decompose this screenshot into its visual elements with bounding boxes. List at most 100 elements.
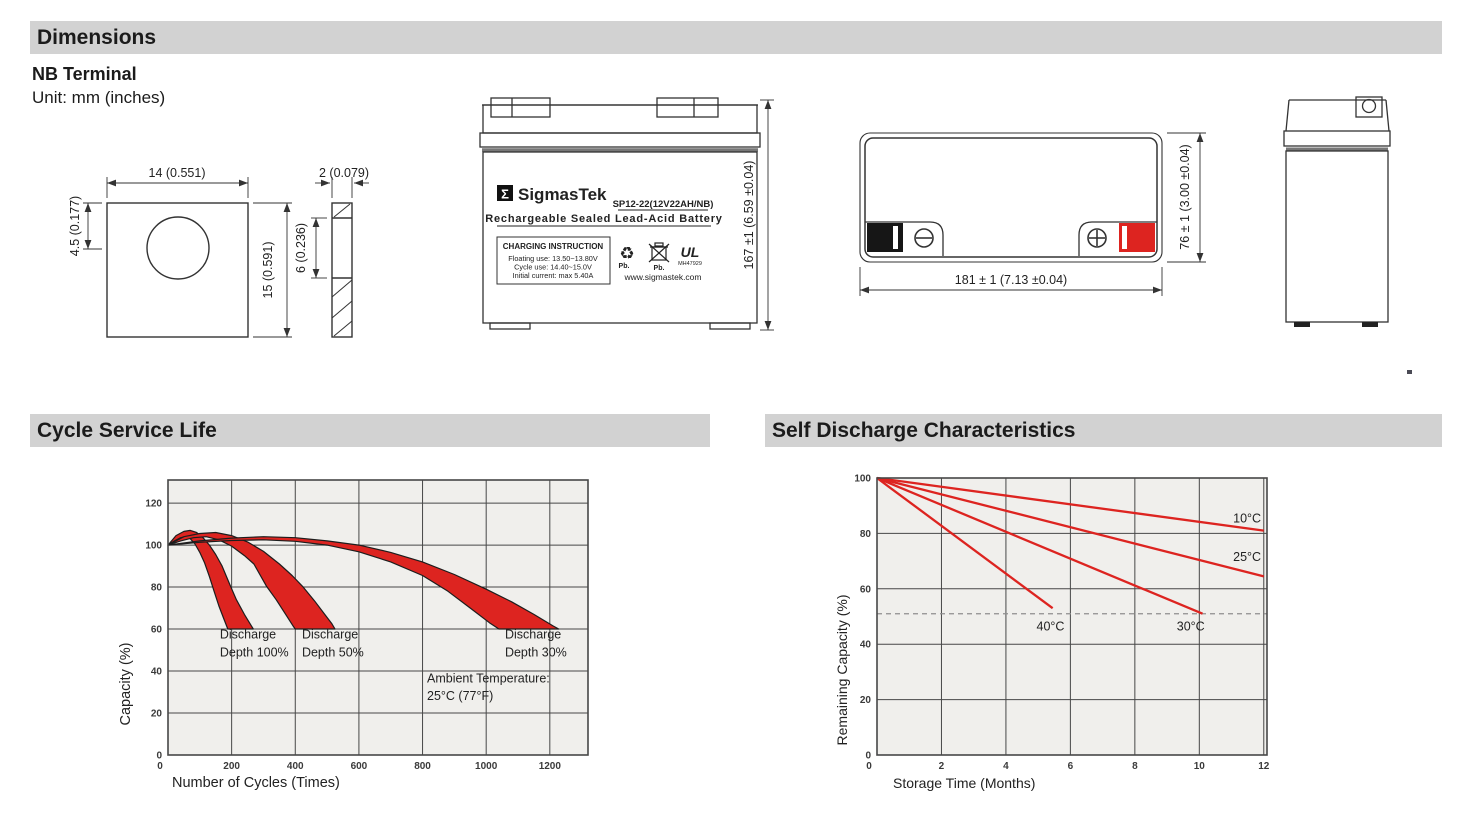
chart-annotation: Depth 30% — [505, 645, 567, 659]
y-tick-label: 40 — [151, 667, 163, 678]
dimension-drawings: 14 (0.551) 4.5 (0.177) 15 (0.591) 2 (0.0… — [68, 96, 1391, 338]
chart-annotation: Discharge — [302, 627, 358, 641]
dim-plate-hole-height: 6 (0.236) — [294, 223, 308, 273]
chart-annotation: Discharge — [220, 627, 276, 641]
charging-instruction-box — [496, 236, 611, 285]
pb-recycle-label: Pb. — [619, 263, 630, 270]
plot-border — [167, 479, 589, 756]
y-tick-label: 60 — [860, 584, 872, 595]
y-tick-label: 120 — [145, 499, 162, 510]
y-tick-label: 20 — [151, 709, 163, 720]
x-tick-label: 400 — [287, 761, 304, 772]
x-tick-label: 2 — [939, 761, 945, 772]
plate-side-outline — [331, 202, 353, 338]
artifact-dot — [1407, 370, 1412, 374]
side-terminal — [1355, 96, 1383, 118]
self-discharge-chart: 10°C 25°C 30°C 40°C 0 2 4 6 8 10 12 0 20 40 60 80 100 Rem… — [834, 474, 1270, 792]
band-discharge-depth-30- — [167, 536, 560, 630]
battery-front-view-drawing: 167 ±1 (6.59 ±0.04) Σ SigmasTek SP12-22(… — [479, 97, 774, 331]
series-line-40C — [876, 477, 1054, 610]
charging-line-1: Floating use: 13.50~13.80V — [508, 254, 598, 263]
chart-annotation: Discharge — [505, 627, 561, 641]
dim-plate-hole-offset: 4.5 (0.177) — [68, 196, 82, 256]
x-tick-label: 8 — [1132, 761, 1138, 772]
x-tick-label: 600 — [351, 761, 368, 772]
y-tick-label: 0 — [156, 751, 162, 762]
chart-annotation: 25°C (77°F) — [427, 689, 493, 703]
x-tick-label: 6 — [1068, 761, 1074, 772]
y-tick-label: 100 — [145, 541, 162, 552]
series-line-25C — [876, 476, 1265, 578]
section-title-dimensions: Dimensions — [37, 26, 157, 49]
series-label-30C: 30°C — [1177, 619, 1205, 633]
front-terminal-left — [490, 97, 551, 118]
dim-plate-width: 14 (0.551) — [149, 166, 206, 180]
y-tick-label: 40 — [860, 640, 872, 651]
plus-symbol-icon — [1087, 228, 1107, 248]
chart-annotation: Depth 50% — [302, 645, 364, 659]
terminal-type-heading: NB Terminal — [32, 64, 137, 84]
section-header-dimensions: Dimensions — [30, 21, 1442, 54]
x-tick-label: 12 — [1258, 761, 1270, 772]
x-tick-label: 200 — [223, 761, 240, 772]
sigma-glyph: Σ — [501, 187, 509, 202]
series-label-25C: 25°C — [1233, 550, 1261, 564]
side-body — [1285, 150, 1389, 323]
y-axis-title: Capacity (%) — [118, 643, 134, 726]
terminal-plate-front-drawing: 14 (0.551) 4.5 (0.177) 15 (0.591) — [68, 166, 292, 338]
battery-subtitle: Rechargeable Sealed Lead-Acid Battery — [485, 213, 723, 225]
x-tick-label: 4 — [1003, 761, 1009, 772]
ul-mark-icon: UL — [681, 244, 700, 260]
battery-top-view-drawing: 181 ± 1 (7.13 ±0.04) 76 ± 1 (3.00 ±0.04) — [859, 132, 1206, 296]
plate-outline — [106, 202, 249, 338]
y-tick-label: 100 — [854, 474, 871, 485]
y-tick-label: 80 — [860, 529, 872, 540]
section-title-cycle: Cycle Service Life — [37, 419, 217, 442]
dim-top-length: 181 ± 1 (7.13 ±0.04) — [955, 273, 1067, 287]
x-tick-label: 1000 — [475, 761, 498, 772]
front-terminal-right — [656, 97, 719, 118]
x-tick-label: 1200 — [539, 761, 562, 772]
unit-note: Unit: mm (inches) — [32, 88, 166, 107]
y-tick-label: 60 — [151, 625, 163, 636]
y-axis-title: Remaining Capacity (%) — [834, 595, 850, 746]
battery-side-view-drawing — [1283, 96, 1391, 327]
x-tick-label: 800 — [414, 761, 431, 772]
front-body — [482, 151, 758, 324]
brand-name: SigmasTek — [518, 185, 607, 204]
terminal-plate-side-drawing: 2 (0.079) 6 (0.236) — [294, 166, 369, 338]
section-header-cycle-service-life: Cycle Service Life — [30, 414, 710, 447]
dim-plate-height: 15 (0.591) — [261, 242, 275, 299]
series-line-30C — [876, 476, 1203, 615]
ul-code: MH47929 — [678, 261, 702, 267]
section-title-self-discharge: Self Discharge Characteristics — [772, 419, 1076, 442]
x-tick-label: 10 — [1194, 761, 1206, 772]
cycle-service-life-chart: 0 200 400 600 800 1000 1200 0 20 40 60 80 100 120 Disc… — [118, 479, 589, 791]
sigma-logo-icon — [497, 185, 513, 201]
x-tick-label: 0 — [157, 761, 163, 772]
chart-annotation: Ambient Temperature: — [427, 672, 550, 686]
y-tick-label: 20 — [860, 695, 872, 706]
plate-hole — [146, 216, 210, 280]
minus-symbol-icon — [914, 228, 934, 248]
chart-annotation: Depth 100% — [220, 645, 289, 659]
x-tick-label: 0 — [866, 761, 872, 772]
crossed-bin-icon — [648, 242, 670, 263]
section-header-self-discharge: Self Discharge Characteristics — [765, 414, 1442, 447]
website-url: www.sigmastek.com — [624, 272, 702, 282]
series-line-10C — [876, 476, 1264, 532]
model-number: SP12-22(12V22AH/NB) — [613, 199, 714, 210]
dim-front-height: 167 ±1 (6.59 ±0.04) — [742, 161, 756, 270]
plot-area — [877, 478, 1267, 755]
charging-line-3: Initial current: max 5.40A — [513, 271, 594, 280]
charging-title: CHARGING INSTRUCTION — [503, 242, 604, 251]
y-tick-label: 80 — [151, 583, 163, 594]
recycle-icon: ♻ — [619, 244, 634, 263]
charging-line-2: Cycle use: 14.40~15.0V — [514, 263, 592, 272]
series-label-40C: 40°C — [1037, 619, 1065, 633]
y-tick-label: 0 — [865, 751, 871, 762]
x-axis-title: Storage Time (Months) — [893, 775, 1035, 791]
series-label-10C: 10°C — [1233, 511, 1261, 525]
plot-border — [876, 477, 1268, 756]
